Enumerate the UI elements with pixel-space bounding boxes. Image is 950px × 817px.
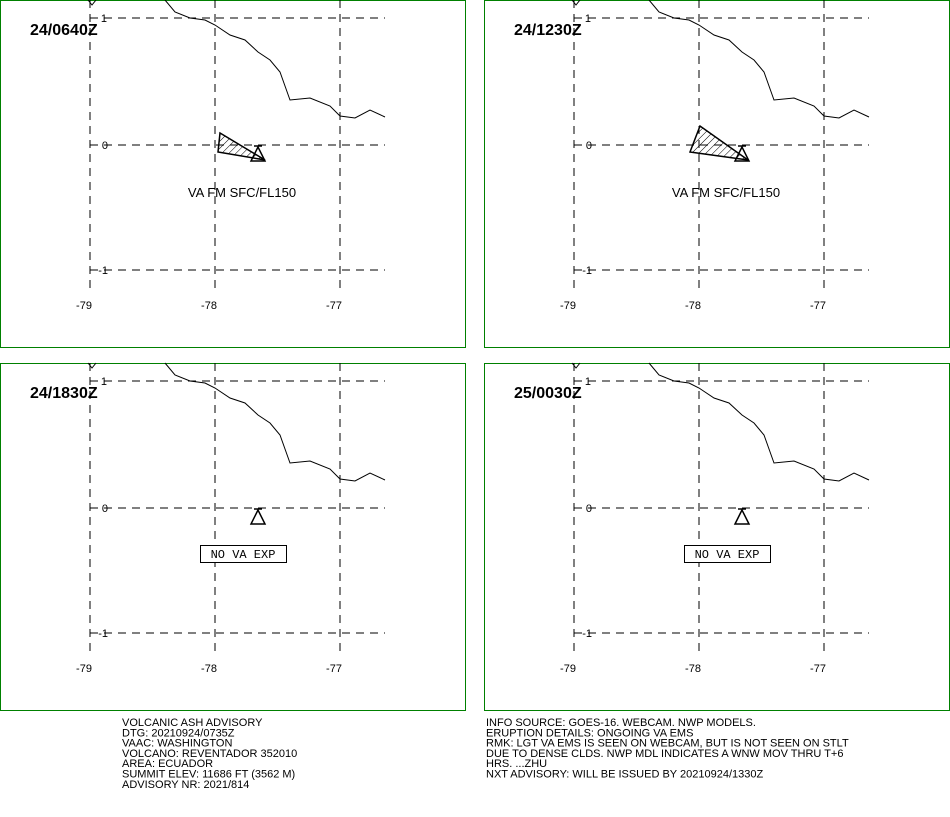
advisory-line: AREA: ECUADOR bbox=[122, 758, 213, 770]
advisory-line: ADVISORY NR: 2021/814 bbox=[122, 779, 249, 791]
advisory-line: DUE TO DENSE CLDS. NWP MDL INDICATES A W… bbox=[486, 748, 843, 760]
ash-label: VA FM SFC/FL150 bbox=[672, 185, 780, 200]
advisory-line: SUMMIT ELEV: 11686 FT (3562 M) bbox=[122, 769, 295, 781]
coastline bbox=[648, 0, 870, 119]
valid-time: 24/0640Z bbox=[30, 22, 98, 39]
map-panel: 1 0 -1 -79 -78 -77 24/0640Z VA FM SFC/FL150 bbox=[0, 0, 466, 348]
map-panel: 1 0 -1 -79 -78 -77 24/1830Z NO VA EXP bbox=[0, 362, 466, 711]
advisory-line: NXT ADVISORY: WILL BE ISSUED BY 20210924… bbox=[486, 769, 763, 781]
lat-label: 1 bbox=[585, 376, 591, 388]
ash-area bbox=[217, 131, 266, 161]
lon-label: -78 bbox=[201, 663, 217, 675]
coastline bbox=[648, 362, 870, 482]
label-box bbox=[684, 545, 771, 563]
lat-label: -1 bbox=[98, 265, 108, 277]
advisory-line: VAAC: WASHINGTON bbox=[122, 738, 232, 750]
border-mark bbox=[87, 0, 97, 6]
map-panel: 1 0 -1 -79 -78 -77 24/1230Z VA FM SFC/FL150 bbox=[484, 0, 950, 348]
lon-label: -79 bbox=[560, 300, 576, 312]
lon-label: -79 bbox=[76, 300, 92, 312]
lon-label: -79 bbox=[560, 663, 576, 675]
volcano-symbol bbox=[249, 508, 267, 525]
panel-border bbox=[484, 363, 950, 711]
ash-area bbox=[688, 124, 749, 161]
coastline bbox=[164, 0, 386, 119]
ash-label: NO VA EXP bbox=[695, 548, 760, 562]
volcano-symbol bbox=[733, 145, 751, 162]
label-box bbox=[200, 545, 287, 563]
advisory-line: DTG: 20210924/0735Z bbox=[122, 727, 235, 739]
border-mark bbox=[571, 0, 581, 6]
panel-border bbox=[0, 0, 466, 348]
lat-label: 0 bbox=[586, 503, 592, 515]
lat-label: -1 bbox=[582, 628, 592, 640]
lat-label: 0 bbox=[102, 503, 108, 515]
lon-label: -77 bbox=[810, 663, 826, 675]
lon-label: -78 bbox=[685, 663, 701, 675]
lat-label: 1 bbox=[101, 376, 107, 388]
panel-border bbox=[0, 363, 466, 711]
lon-label: -77 bbox=[326, 300, 342, 312]
ash-label: NO VA EXP bbox=[211, 548, 276, 562]
lon-label: -78 bbox=[201, 300, 217, 312]
advisory-line: ERUPTION DETAILS: ONGOING VA EMS bbox=[486, 727, 693, 739]
ash-label: VA FM SFC/FL150 bbox=[188, 185, 296, 200]
volcano-symbol bbox=[733, 508, 751, 525]
lat-label: 1 bbox=[585, 13, 591, 25]
map-panel: 1 0 -1 -79 -78 -77 25/0030Z NO VA EXP bbox=[484, 362, 950, 711]
valid-time: 25/0030Z bbox=[514, 385, 582, 402]
lat-label: -1 bbox=[582, 265, 592, 277]
lon-label: -78 bbox=[685, 300, 701, 312]
border-mark bbox=[87, 362, 97, 369]
lat-label: -1 bbox=[98, 628, 108, 640]
advisory-line: RMK: LGT VA EMS IS SEEN ON WEBCAM, BUT I… bbox=[486, 738, 849, 750]
lat-label: 0 bbox=[586, 140, 592, 152]
advisory-line: INFO SOURCE: GOES-16. WEBCAM. NWP MODELS… bbox=[486, 717, 756, 729]
advisory-line: VOLCANO: REVENTADOR 352010 bbox=[122, 748, 297, 760]
lon-label: -77 bbox=[326, 663, 342, 675]
valid-time: 24/1830Z bbox=[30, 385, 98, 402]
border-mark bbox=[571, 362, 581, 369]
lon-label: -77 bbox=[810, 300, 826, 312]
lat-label: 1 bbox=[101, 13, 107, 25]
advisory-line: VOLCANIC ASH ADVISORY bbox=[122, 717, 263, 729]
panel-border bbox=[484, 0, 950, 348]
lat-label: 0 bbox=[102, 140, 108, 152]
coastline bbox=[164, 362, 386, 482]
lon-label: -79 bbox=[76, 663, 92, 675]
advisory-line: HRS. ...ZHU bbox=[486, 758, 547, 770]
volcano-symbol bbox=[249, 145, 267, 162]
valid-time: 24/1230Z bbox=[514, 22, 582, 39]
